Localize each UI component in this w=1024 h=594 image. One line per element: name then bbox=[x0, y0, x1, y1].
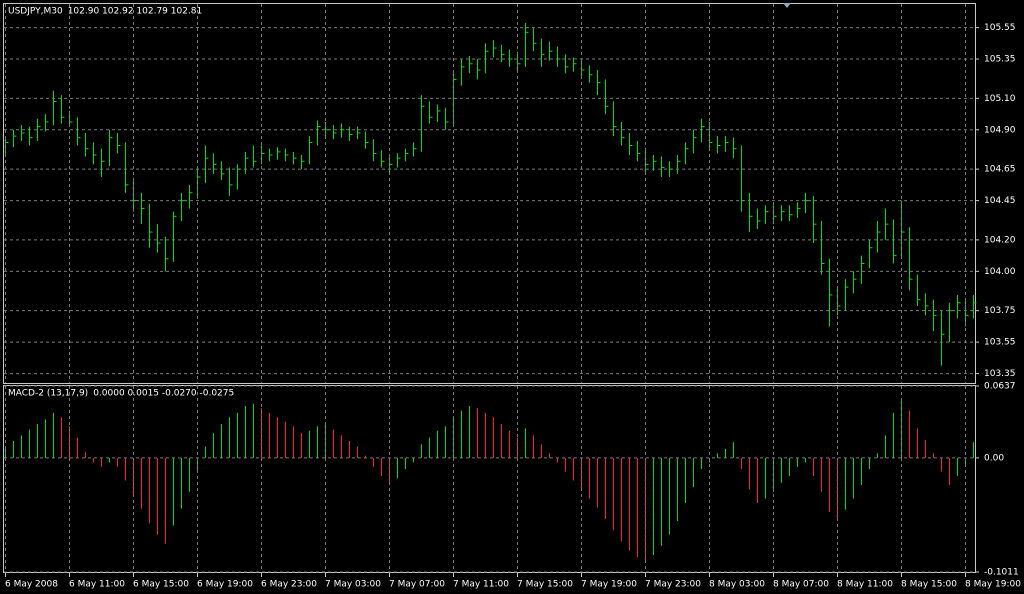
x-tick-label: 8 May 19:00 bbox=[965, 580, 1021, 590]
y-tick-label: 0.0637 bbox=[984, 382, 1016, 392]
x-tick-label: 6 May 19:00 bbox=[197, 580, 253, 590]
pane-title: USDJPY,M30 bbox=[8, 7, 63, 17]
pane-values: 102.90 102.92 102.79 102.81 bbox=[68, 7, 203, 17]
x-tick-label: 6 May 23:00 bbox=[261, 580, 317, 590]
pane-title: MACD-2 (13,17,9) bbox=[8, 389, 88, 399]
pane-values: 0.0000 0.0015 -0.0270 -0.0275 bbox=[93, 389, 234, 399]
y-tick-label: 104.20 bbox=[984, 235, 1016, 245]
y-tick-label: 0.00 bbox=[984, 453, 1004, 463]
y-tick-label: 104.65 bbox=[984, 165, 1016, 175]
shift-marker bbox=[783, 3, 791, 8]
x-tick-label: 6 May 15:00 bbox=[133, 580, 189, 590]
y-tick-label: 104.45 bbox=[984, 196, 1016, 206]
x-tick-label: 8 May 03:00 bbox=[709, 580, 765, 590]
x-tick-label: 7 May 15:00 bbox=[517, 580, 573, 590]
macd-pane-frame bbox=[3, 385, 976, 573]
x-tick-label: 7 May 03:00 bbox=[325, 580, 381, 590]
y-tick-label: 104.90 bbox=[984, 125, 1016, 135]
y-tick-label: 104.00 bbox=[984, 267, 1016, 277]
x-tick-label: 8 May 07:00 bbox=[773, 580, 829, 590]
x-tick-label: 8 May 15:00 bbox=[901, 580, 957, 590]
x-tick-label: 6 May 2008 bbox=[5, 580, 58, 590]
y-tick-label: 103.75 bbox=[984, 306, 1016, 316]
y-tick-label: 105.55 bbox=[984, 23, 1016, 33]
price-pane-frame bbox=[3, 3, 976, 384]
x-tick-label: 6 May 11:00 bbox=[69, 580, 125, 590]
x-tick-label: 7 May 19:00 bbox=[581, 580, 637, 590]
y-tick-label: 103.35 bbox=[984, 369, 1016, 379]
y-tick-label: 103.55 bbox=[984, 338, 1016, 348]
y-tick-label: 105.10 bbox=[984, 94, 1016, 104]
x-tick-label: 7 May 23:00 bbox=[645, 580, 701, 590]
x-tick-label: 7 May 11:00 bbox=[453, 580, 509, 590]
x-tick-label: 7 May 07:00 bbox=[389, 580, 445, 590]
y-tick-label: 105.35 bbox=[984, 55, 1016, 65]
x-tick-label: 8 May 11:00 bbox=[837, 580, 893, 590]
y-tick-label: -0.1011 bbox=[984, 568, 1019, 578]
